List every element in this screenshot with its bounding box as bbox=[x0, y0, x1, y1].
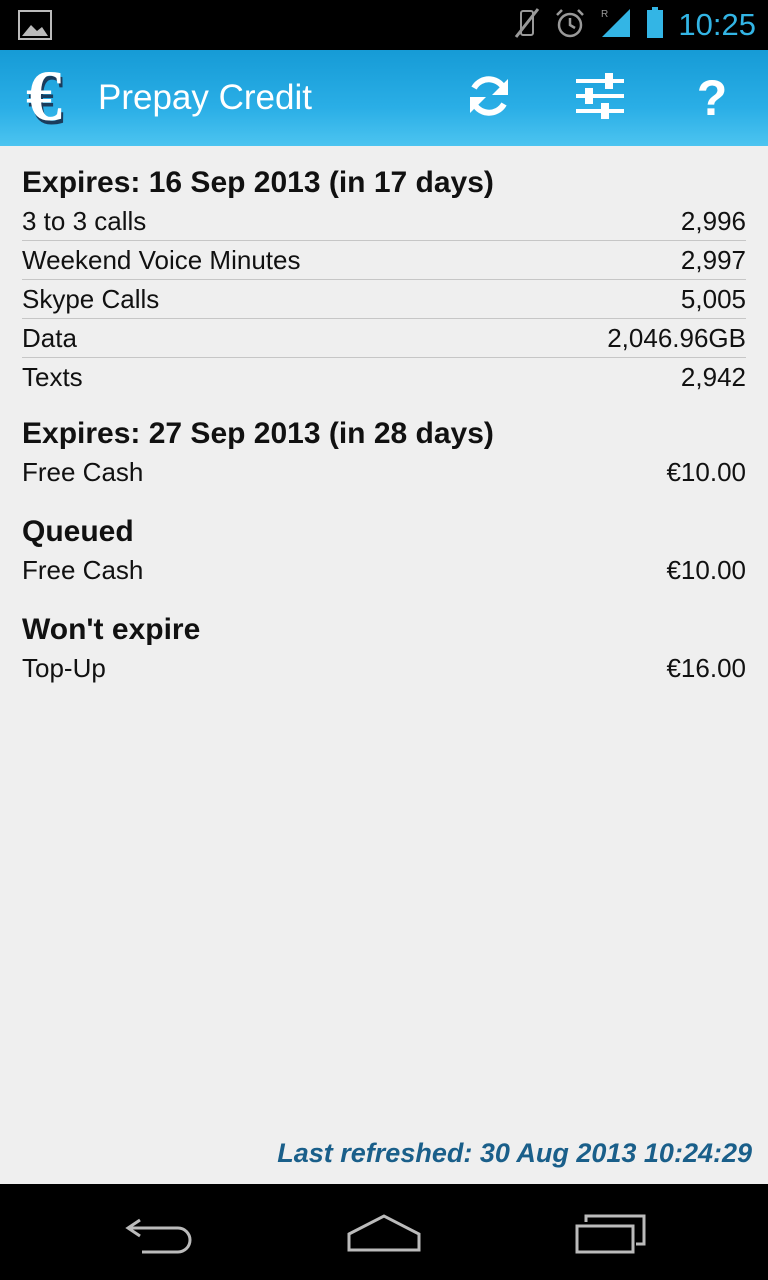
credit-row: Skype Calls 5,005 bbox=[22, 280, 746, 319]
svg-text:€: € bbox=[28, 64, 64, 132]
recent-apps-icon[interactable] bbox=[574, 1212, 646, 1261]
refresh-icon bbox=[464, 71, 514, 126]
row-label: Data bbox=[22, 323, 77, 353]
credit-section: Won't expire Top-Up €16.00 bbox=[22, 589, 746, 687]
row-label: Free Cash bbox=[22, 457, 144, 487]
section-title: Won't expire bbox=[22, 613, 201, 646]
row-value: €10.00 bbox=[666, 555, 746, 585]
credit-row: Data 2,046.96GB bbox=[22, 319, 746, 358]
navigation-bar bbox=[0, 1184, 768, 1280]
alarm-icon bbox=[554, 7, 586, 44]
credit-row: Free Cash €10.00 bbox=[22, 551, 746, 589]
credit-row: 3 to 3 calls 2,996 bbox=[22, 202, 746, 241]
app-title: Prepay Credit bbox=[98, 78, 312, 117]
credit-section: Queued Free Cash €10.00 bbox=[22, 491, 746, 589]
row-label: Skype Calls bbox=[22, 284, 160, 314]
home-icon[interactable] bbox=[346, 1212, 422, 1261]
section-title: Expires: 27 Sep 2013 (in 28 days) bbox=[22, 417, 494, 450]
settings-sliders-icon bbox=[574, 72, 626, 125]
help-button[interactable]: ? bbox=[684, 70, 740, 126]
vibrate-mute-icon bbox=[514, 7, 540, 44]
svg-text:€: € bbox=[26, 64, 62, 132]
battery-icon bbox=[646, 6, 664, 44]
svg-text:R: R bbox=[601, 9, 608, 20]
row-label: Free Cash bbox=[22, 555, 144, 585]
row-label: 3 to 3 calls bbox=[22, 206, 147, 236]
row-value: 2,942 bbox=[680, 362, 746, 392]
credit-list: Expires: 16 Sep 2013 (in 17 days) 3 to 3… bbox=[22, 146, 746, 687]
back-icon[interactable] bbox=[124, 1212, 194, 1261]
row-value: 2,046.96GB bbox=[607, 323, 746, 353]
action-bar: € € Prepay Credit ? bbox=[0, 50, 768, 146]
settings-button[interactable] bbox=[572, 70, 628, 126]
status-bar: R 10:25 bbox=[0, 0, 768, 50]
euro-phone-icon[interactable]: € € bbox=[26, 56, 84, 140]
row-value: 2,997 bbox=[680, 245, 746, 275]
row-value: €16.00 bbox=[666, 653, 746, 683]
section-title: Queued bbox=[22, 515, 134, 548]
credit-section: Expires: 16 Sep 2013 (in 17 days) 3 to 3… bbox=[22, 146, 746, 396]
credit-row: Top-Up €16.00 bbox=[22, 649, 746, 687]
row-label: Weekend Voice Minutes bbox=[22, 245, 301, 275]
credit-row: Free Cash €10.00 bbox=[22, 453, 746, 491]
signal-roaming-icon: R bbox=[600, 7, 632, 44]
credit-section: Expires: 27 Sep 2013 (in 28 days) Free C… bbox=[22, 396, 746, 491]
credit-row: Texts 2,942 bbox=[22, 358, 746, 396]
credit-row: Weekend Voice Minutes 2,997 bbox=[22, 241, 746, 280]
picture-icon bbox=[18, 10, 52, 45]
section-title: Expires: 16 Sep 2013 (in 17 days) bbox=[22, 166, 494, 199]
help-icon: ? bbox=[696, 70, 728, 126]
last-refreshed-text: Last refreshed: 30 Aug 2013 10:24:29 bbox=[277, 1138, 752, 1168]
row-value: 5,005 bbox=[680, 284, 746, 314]
row-value: 2,996 bbox=[680, 206, 746, 236]
refresh-button[interactable] bbox=[461, 70, 517, 126]
row-label: Top-Up bbox=[22, 653, 106, 683]
row-label: Texts bbox=[22, 362, 83, 392]
status-time: 10:25 bbox=[678, 7, 756, 42]
row-value: €10.00 bbox=[666, 457, 746, 487]
